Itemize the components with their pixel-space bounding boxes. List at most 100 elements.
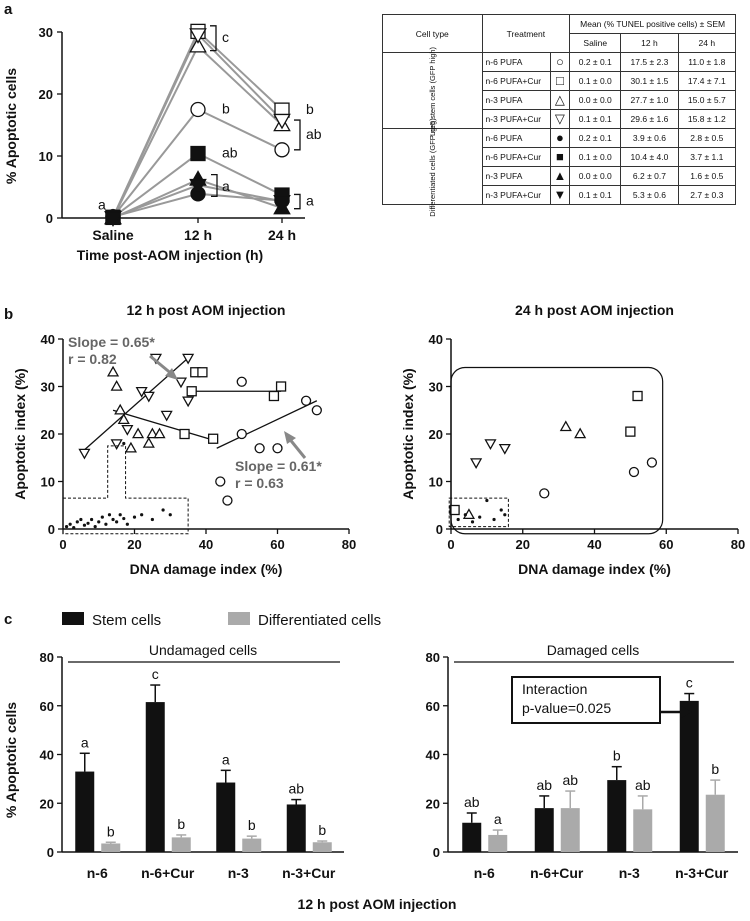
interaction-label: Interaction bbox=[522, 681, 587, 697]
data-point bbox=[463, 513, 467, 517]
x-tick-label: 20 bbox=[127, 537, 141, 552]
x-tick-label: 80 bbox=[731, 537, 745, 552]
y-axis-label: % Apoptotic cells bbox=[3, 68, 19, 184]
data-point bbox=[182, 396, 195, 408]
x-tick-label: n-3 bbox=[619, 865, 640, 881]
data-point bbox=[273, 195, 291, 211]
data-point bbox=[456, 517, 460, 522]
data-point bbox=[311, 405, 322, 416]
significance-label: b bbox=[222, 101, 230, 117]
data-point bbox=[189, 28, 207, 44]
y-tick-label: 30 bbox=[39, 25, 53, 40]
bar bbox=[488, 834, 508, 852]
x-tick-label: 20 bbox=[516, 537, 530, 552]
y-tick-label: 40 bbox=[40, 748, 54, 763]
data-point bbox=[197, 367, 208, 378]
r-annotation: r = 0.63 bbox=[235, 475, 284, 491]
data-point bbox=[115, 520, 119, 524]
y-tick-label: 20 bbox=[40, 796, 54, 811]
data-point bbox=[273, 113, 291, 130]
data-point bbox=[150, 517, 154, 522]
y-tick-label: 40 bbox=[426, 748, 440, 763]
data-point bbox=[75, 520, 79, 524]
significance-label: b bbox=[613, 748, 621, 764]
bar bbox=[75, 771, 95, 852]
data-point bbox=[160, 410, 173, 422]
chart-c2-title: Damaged cells bbox=[547, 642, 640, 658]
data-point bbox=[189, 36, 207, 53]
interaction-box bbox=[511, 676, 661, 724]
data-point bbox=[574, 427, 587, 439]
data-point bbox=[222, 495, 233, 506]
data-point bbox=[628, 466, 640, 478]
y-tick-label: 20 bbox=[41, 427, 55, 442]
x-tick-label: n-6 bbox=[474, 865, 495, 881]
legend-label-stem: Stem cells bbox=[92, 612, 161, 629]
y-tick-label: 10 bbox=[39, 149, 53, 164]
y-tick-label: 80 bbox=[40, 650, 54, 665]
x-tick-label: 60 bbox=[659, 537, 673, 552]
data-point bbox=[97, 520, 101, 524]
data-point bbox=[132, 427, 145, 439]
y-tick-label: 80 bbox=[426, 650, 440, 665]
data-point bbox=[106, 365, 120, 377]
significance-label: ab bbox=[635, 777, 651, 793]
bar bbox=[216, 782, 236, 852]
data-point bbox=[100, 515, 104, 519]
x-tick-label: 24 h bbox=[268, 227, 296, 243]
data-point bbox=[207, 433, 219, 444]
data-point bbox=[559, 420, 572, 432]
bar bbox=[101, 843, 121, 852]
bar bbox=[607, 780, 627, 852]
bar bbox=[145, 702, 165, 852]
bar bbox=[633, 809, 653, 852]
data-point bbox=[625, 426, 636, 437]
y-tick-label: 0 bbox=[436, 522, 443, 537]
data-point bbox=[470, 458, 483, 469]
x-tick-label: 60 bbox=[270, 537, 284, 552]
table-row: n-3 PUFA+Cur ▼ 0.1 ± 0.1 5.3 ± 0.6 2.7 ±… bbox=[383, 185, 737, 205]
x-axis-label: DNA damage index (%) bbox=[130, 561, 283, 577]
y-tick-label: 40 bbox=[429, 332, 443, 347]
x-tick-label: n-6+Cur bbox=[141, 865, 195, 881]
data-point bbox=[140, 513, 144, 517]
data-point bbox=[104, 211, 122, 227]
data-point bbox=[215, 476, 226, 487]
y-tick-label: 0 bbox=[433, 845, 440, 860]
y-tick-label: 60 bbox=[426, 699, 440, 714]
significance-label: a bbox=[222, 178, 230, 194]
data-point bbox=[646, 457, 658, 468]
significance-label: ab bbox=[464, 794, 480, 810]
treatment-table: Cell type Treatment Mean (% TUNEL positi… bbox=[382, 14, 737, 216]
data-point bbox=[118, 513, 122, 517]
arrow-head-icon bbox=[681, 706, 692, 718]
y-axis-label: Apoptotic index (%) bbox=[400, 368, 416, 499]
slope-annotation: Slope = 0.65* bbox=[68, 334, 155, 350]
data-point bbox=[146, 427, 159, 439]
data-point bbox=[632, 390, 643, 402]
x-tick-label: 12 h bbox=[184, 227, 212, 243]
significance-label: a bbox=[494, 811, 502, 827]
significance-label: ab bbox=[288, 781, 304, 797]
y-tick-label: 30 bbox=[41, 380, 55, 395]
bar bbox=[679, 700, 699, 852]
marker-icon: ▲ bbox=[549, 166, 571, 186]
region-box bbox=[450, 366, 664, 535]
bracket bbox=[211, 173, 218, 197]
data-point bbox=[79, 517, 83, 522]
bracket bbox=[294, 193, 301, 210]
y-tick-label: 20 bbox=[39, 87, 53, 102]
data-point bbox=[153, 427, 166, 439]
x-axis-label: Time post-AOM injection (h) bbox=[77, 247, 263, 263]
data-point bbox=[275, 381, 287, 392]
data-point bbox=[274, 142, 290, 158]
data-point bbox=[122, 441, 126, 446]
data-point bbox=[272, 443, 283, 454]
bar bbox=[560, 808, 580, 852]
data-point bbox=[236, 428, 247, 440]
y-tick-label: 0 bbox=[46, 211, 53, 226]
data-point bbox=[182, 353, 195, 365]
significance-label: b bbox=[318, 822, 326, 838]
table-row: Differentiated cells (GFP neg) n-6 PUFA … bbox=[382, 118, 737, 216]
data-point bbox=[117, 413, 130, 425]
